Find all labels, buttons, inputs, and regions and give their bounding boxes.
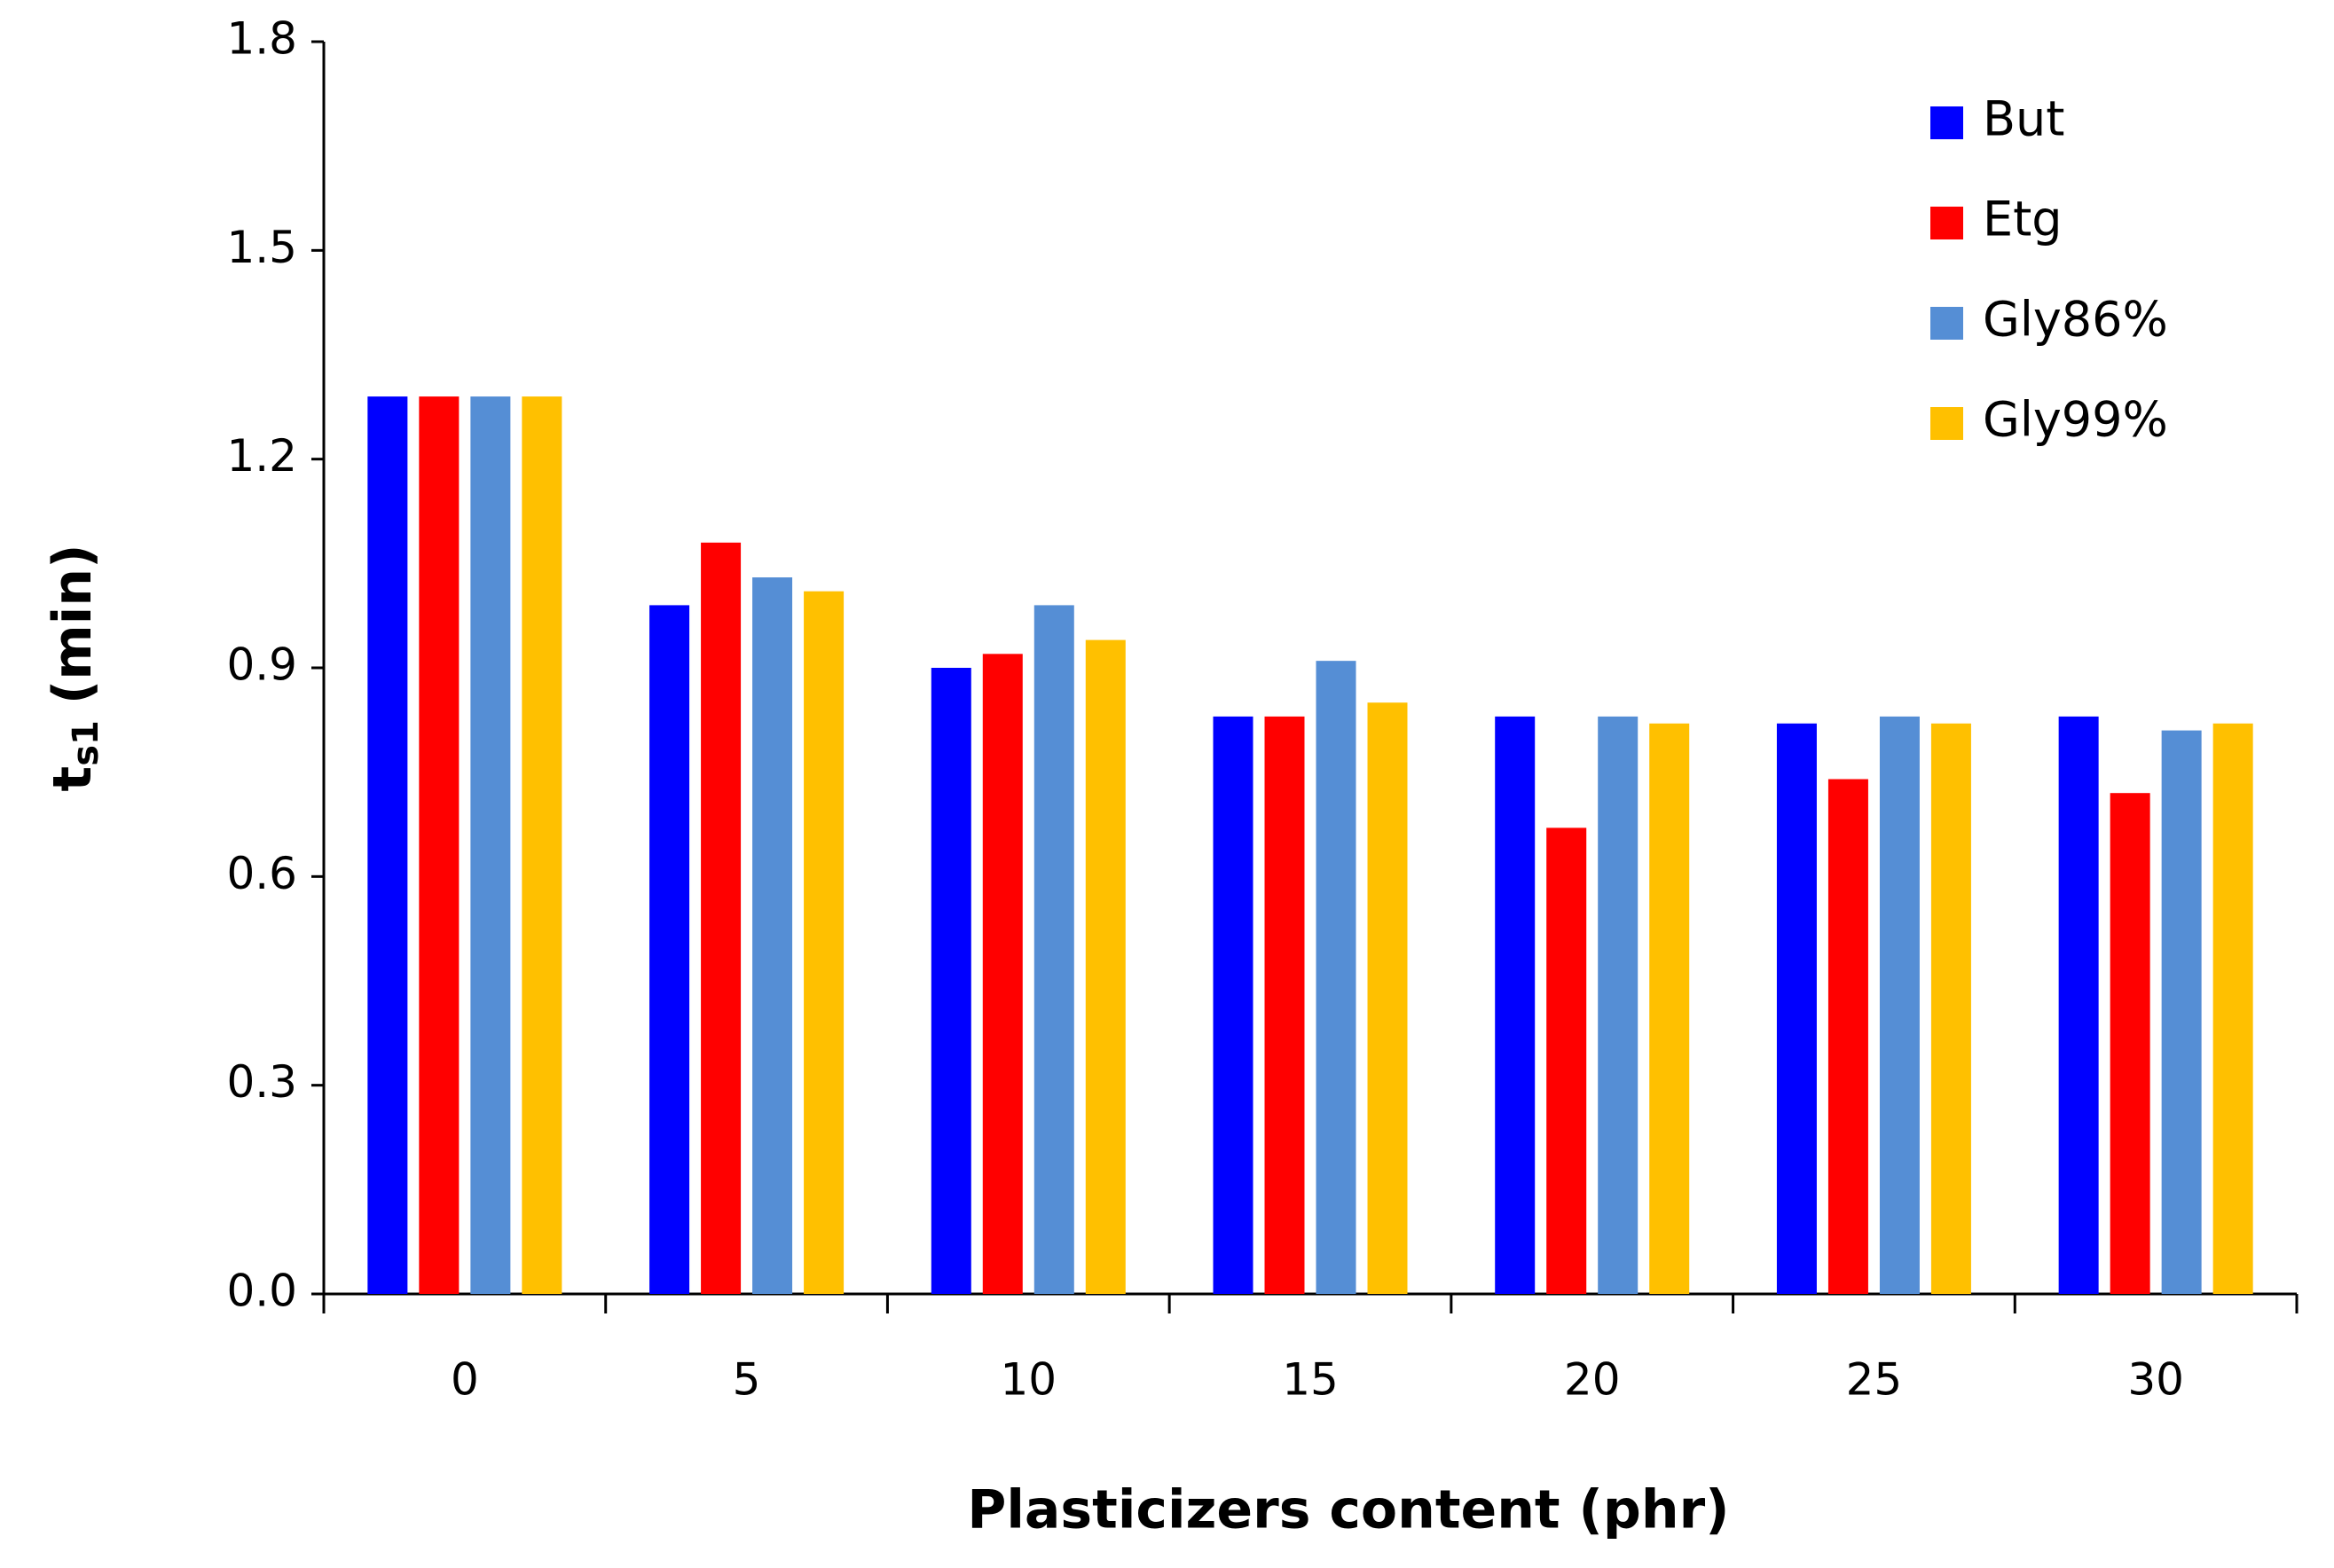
x-tick-label: 20	[1564, 1354, 1621, 1406]
bar	[1546, 827, 1587, 1294]
bar	[367, 396, 408, 1295]
bar	[1264, 716, 1305, 1294]
bar	[470, 396, 511, 1295]
y-axis-title-unit: (min)	[42, 545, 104, 705]
bar	[1316, 661, 1356, 1294]
bar	[1598, 716, 1639, 1294]
bar	[1649, 723, 1690, 1294]
legend-label: Gly99%	[1983, 392, 2168, 448]
y-tick-label: 0.6	[226, 848, 297, 899]
x-tick-label: 5	[733, 1354, 761, 1406]
y-axis-title: ts1 (min)	[42, 545, 106, 792]
y-tick-label: 1.2	[226, 430, 297, 482]
bar	[649, 605, 690, 1294]
bar	[701, 542, 742, 1294]
bar	[804, 591, 845, 1294]
x-tick-label: 30	[2127, 1354, 2184, 1406]
bar	[1776, 723, 1817, 1294]
bar	[931, 668, 971, 1294]
bar	[2058, 716, 2099, 1294]
bar	[1827, 779, 1868, 1294]
legend-label: Gly86%	[1983, 292, 2168, 348]
bar	[522, 396, 562, 1295]
bar	[752, 577, 793, 1294]
bar	[419, 396, 460, 1295]
bar	[1930, 723, 1971, 1294]
bar	[1367, 702, 1408, 1294]
bar	[1213, 716, 1253, 1294]
legend-label: Etg	[1983, 192, 2063, 247]
bar	[2212, 723, 2253, 1294]
legend-swatch	[1930, 407, 1963, 440]
bar	[2161, 730, 2202, 1294]
bar	[1033, 605, 1074, 1294]
y-tick-label: 1.5	[226, 222, 297, 273]
legend-swatch	[1930, 207, 1963, 239]
bar	[982, 654, 1023, 1294]
bar	[1085, 639, 1126, 1294]
y-tick-label: 1.8	[226, 13, 297, 65]
y-tick-label: 0.3	[226, 1056, 297, 1108]
x-tick-label: 0	[451, 1354, 479, 1406]
legend-swatch	[1930, 307, 1963, 340]
y-axis-title-sub: s1	[66, 720, 106, 766]
x-tick-label: 10	[1000, 1354, 1057, 1406]
legend-swatch	[1930, 106, 1963, 139]
y-tick-label: 0.0	[226, 1266, 297, 1317]
x-tick-label: 25	[1846, 1354, 1903, 1406]
bar	[1495, 716, 1536, 1294]
legend-label: But	[1983, 91, 2064, 147]
y-tick-label: 0.9	[226, 639, 297, 691]
x-axis-title: Plasticizers content (phr)	[967, 1479, 1729, 1541]
bar	[2110, 793, 2150, 1294]
x-tick-label: 15	[1282, 1354, 1339, 1406]
bar	[1879, 716, 1920, 1294]
y-axis-title-main: t	[42, 766, 104, 792]
